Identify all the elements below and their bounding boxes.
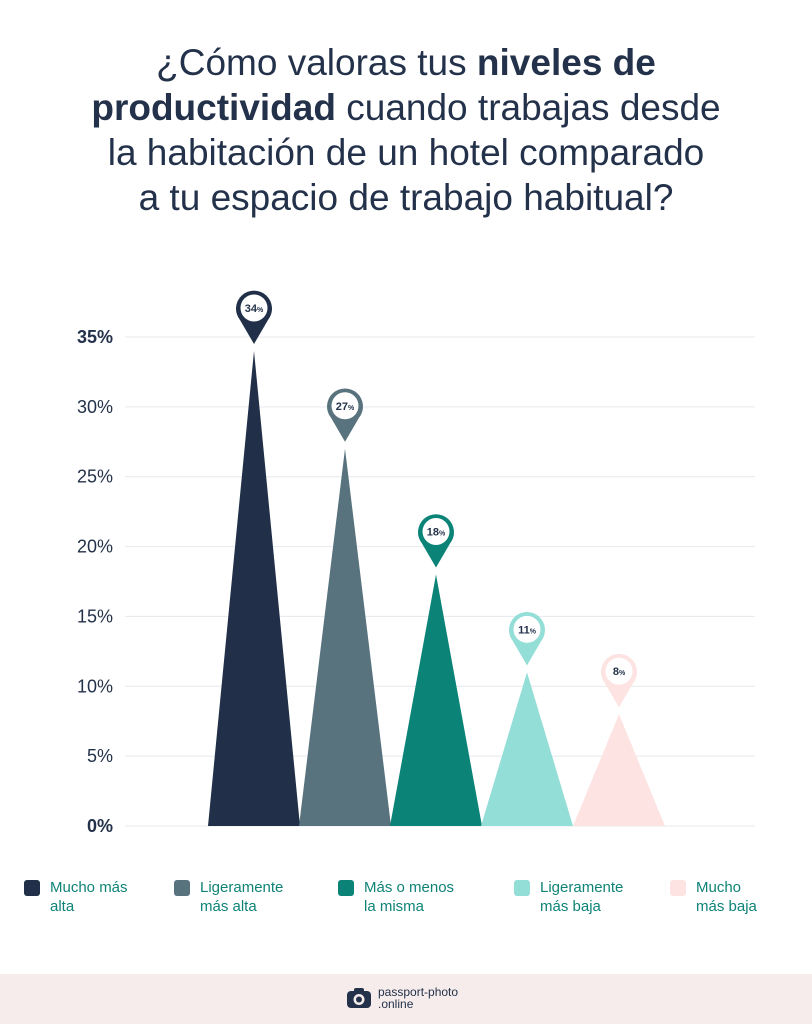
legend-label: Mucho más alta [50,879,128,915]
legend-item: Mucho más alta [24,878,160,916]
brand-logo[interactable]: passport-photo .online [346,986,458,1010]
bar [390,574,482,826]
legend-item: Ligeramente más baja [514,878,650,916]
y-tick-label: 35% [77,327,113,347]
title-text-post: cuando trabajas desde [335,87,721,128]
chart-title: ¿Cómo valoras tus niveles de productivid… [20,40,792,220]
legend-label: Más o menos la misma [364,879,455,915]
bar [208,350,300,826]
legend-item: Ligeramente más alta [174,878,310,916]
legend-label: Mucho más baja [696,879,757,915]
title-text-pre: ¿Cómo valoras tus [156,42,477,83]
y-tick-label: 10% [77,676,113,696]
title-line-3: la habitación de un hotel comparado [107,132,705,173]
legend: Mucho más alta Ligeramente más alta Más o me… [20,878,800,928]
pin-inner [513,615,541,643]
pin-inner [331,392,359,420]
y-tick-label: 20% [77,537,113,557]
legend-swatch [24,880,40,896]
pin-inner [240,294,268,322]
bar [299,448,391,826]
y-tick-label: 15% [77,606,113,626]
legend-swatch [514,880,530,896]
brand-line-2: .online [378,997,414,1011]
legend-item: Más o menos la misma [338,878,474,916]
legend-swatch [338,880,354,896]
pin-inner [422,518,450,546]
footer: passport-photo .online [0,974,812,1024]
y-tick-label: 30% [77,397,113,417]
data-label: 11% [518,624,537,636]
legend-label: Ligeramente más baja [540,879,624,915]
title-line-4: a tu espacio de trabajo habitual? [138,177,674,218]
data-label: 27% [336,401,355,413]
data-label: 18% [427,527,446,539]
title-bold-2: productividad [91,87,336,128]
y-tick-label: 25% [77,467,113,487]
camera-icon [347,988,371,1008]
y-tick-label: 5% [87,746,113,766]
data-label: 34% [245,303,264,315]
legend-label: Ligeramente más alta [200,879,284,915]
pin-inner [605,657,633,685]
legend-swatch [670,880,686,896]
bar [573,714,665,826]
legend-swatch [174,880,190,896]
brand-line-1: passport-photo [378,985,459,999]
legend-item: Mucho más baja [670,878,806,916]
brand-text: passport-photo .online [378,986,458,1010]
data-label: 8% [613,666,626,678]
bar [481,672,573,826]
title-bold-1: niveles de [476,42,656,83]
bar-chart: 0% 5% 10% 15% 20% 25% 30% 35% 34% 27% 18% 11% 8% [77,290,755,836]
y-tick-label: 0% [87,816,113,836]
